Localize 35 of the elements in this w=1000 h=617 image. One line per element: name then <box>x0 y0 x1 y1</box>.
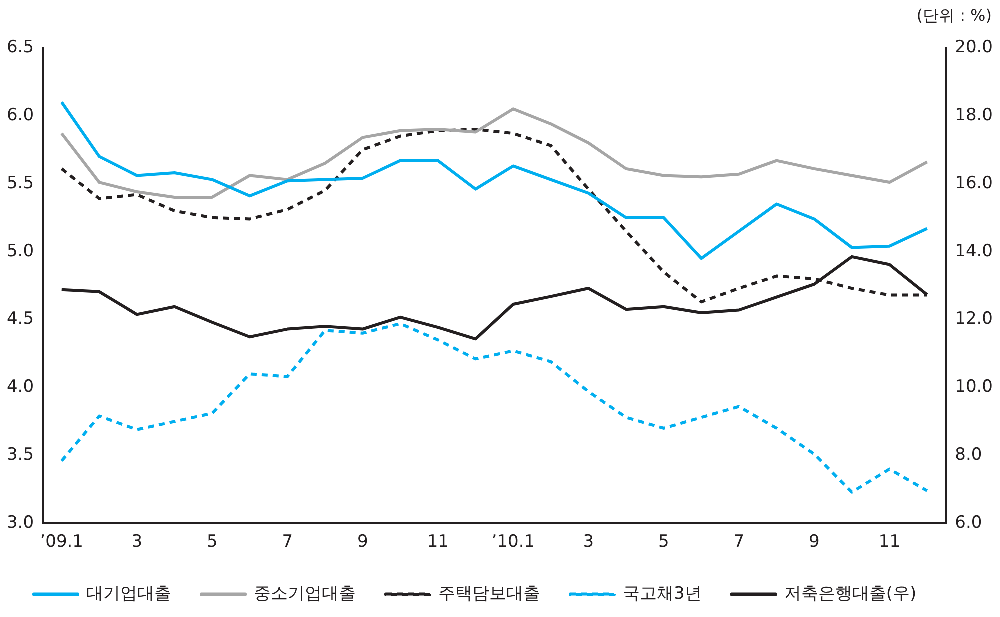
y2-tick-label: 6.0 <box>955 513 982 534</box>
x-tick-label: ’10.1 <box>492 532 536 552</box>
y-tick-label: 5.5 <box>6 173 34 194</box>
y-tick-label: 3.0 <box>6 513 34 534</box>
x-tick-label: 7 <box>282 532 294 552</box>
legend-label: 주택담보대출 <box>438 584 540 604</box>
x-tick-label: 11 <box>427 532 449 552</box>
x-tick-label: ’09.1 <box>40 532 84 552</box>
x-tick-label: 5 <box>206 532 218 552</box>
y2-tick-label: 14.0 <box>955 241 994 262</box>
y2-tick-label: 20.0 <box>955 37 994 58</box>
legend-label: 국고채3년 <box>623 584 702 604</box>
x-tick-label: 9 <box>357 532 368 552</box>
y2-tick-label: 8.0 <box>955 445 982 466</box>
x-tick-label: 7 <box>734 532 745 552</box>
y-tick-label: 4.0 <box>6 377 34 398</box>
y-tick-label: 3.5 <box>6 445 34 466</box>
y-tick-label: 6.5 <box>6 37 34 58</box>
x-tick-label: 3 <box>583 532 594 552</box>
text: (단위 : %) <box>916 6 992 27</box>
y-tick-label: 4.5 <box>6 309 34 330</box>
x-tick-label: 3 <box>132 532 143 552</box>
line-series <box>60 322 929 494</box>
y2-tick-label: 18.0 <box>955 105 994 126</box>
y2-tick-label: 16.0 <box>955 173 994 194</box>
legend-label: 중소기업대출 <box>254 584 356 604</box>
y2-tick-label: 12.0 <box>955 309 994 330</box>
y-tick-label: 5.0 <box>6 241 34 262</box>
legend-label: 저축은행대출(우) <box>784 584 917 604</box>
x-tick-label: 11 <box>878 532 901 552</box>
x-tick-label: 9 <box>809 532 820 552</box>
x-tick-label: 5 <box>658 532 670 552</box>
y2-tick-label: 10.0 <box>955 377 994 398</box>
legend-label: 대기업대출 <box>86 584 172 604</box>
y-tick-label: 6.0 <box>6 105 34 126</box>
